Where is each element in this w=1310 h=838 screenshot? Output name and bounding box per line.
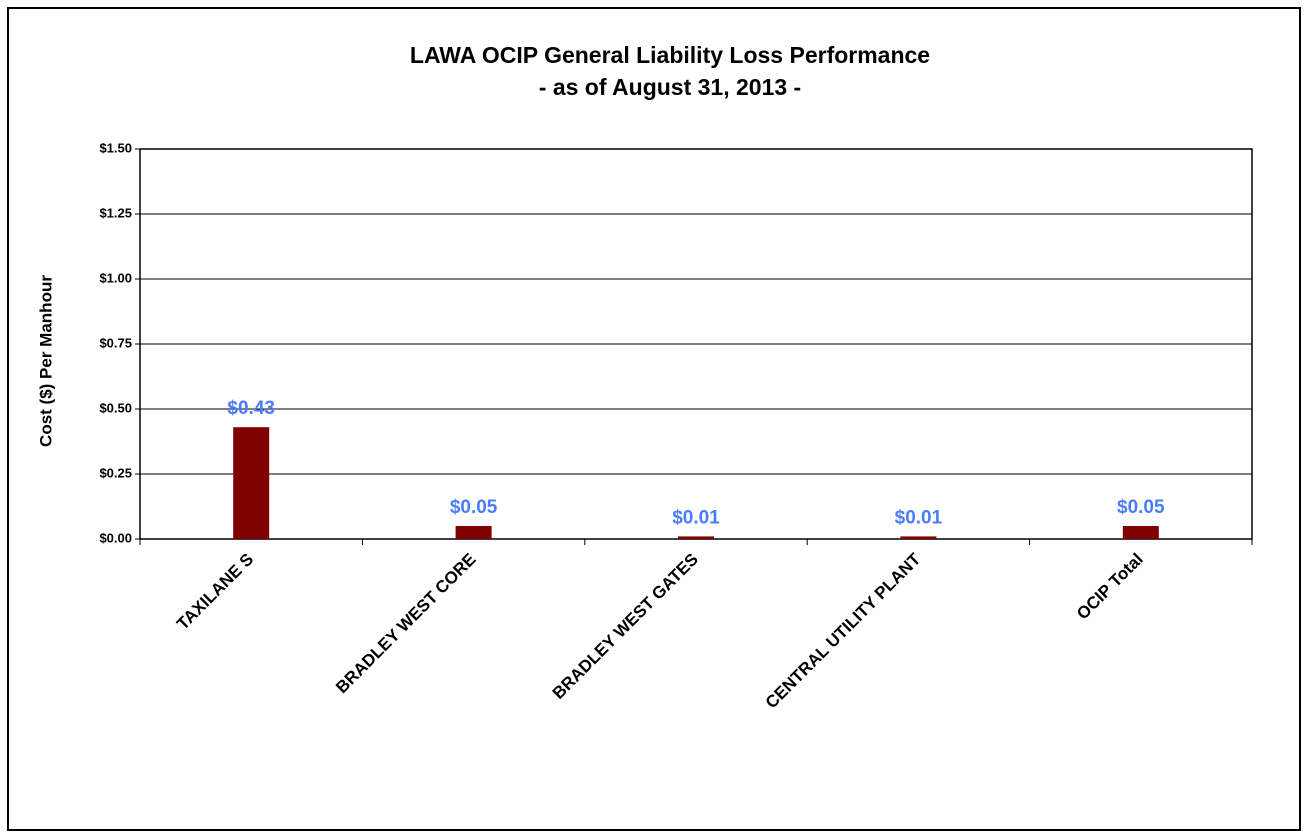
bar [455, 526, 492, 539]
bar [900, 536, 937, 539]
value-label: $0.01 [672, 507, 720, 528]
chart-frame [7, 7, 1301, 831]
bar [233, 427, 270, 539]
y-tick-label: $0.75 [99, 335, 132, 350]
y-tick-label: $1.25 [99, 205, 132, 220]
bar [678, 536, 714, 539]
y-axis-label: Cost ($) Per Manhour [36, 275, 55, 447]
chart-title: LAWA OCIP General Liability Loss Perform… [410, 42, 930, 68]
value-label: $0.01 [895, 507, 943, 528]
y-tick-label: $0.25 [99, 465, 132, 480]
bar [1122, 526, 1159, 539]
chart-subtitle: - as of August 31, 2013 - [539, 74, 801, 100]
y-tick-label: $1.50 [99, 140, 132, 155]
value-label: $0.05 [450, 497, 498, 518]
y-tick-label: $0.50 [99, 400, 132, 415]
y-tick-label: $0.00 [99, 530, 132, 545]
value-label: $0.05 [1117, 497, 1165, 518]
value-label: $0.43 [227, 398, 275, 419]
y-tick-label: $1.00 [99, 270, 132, 285]
